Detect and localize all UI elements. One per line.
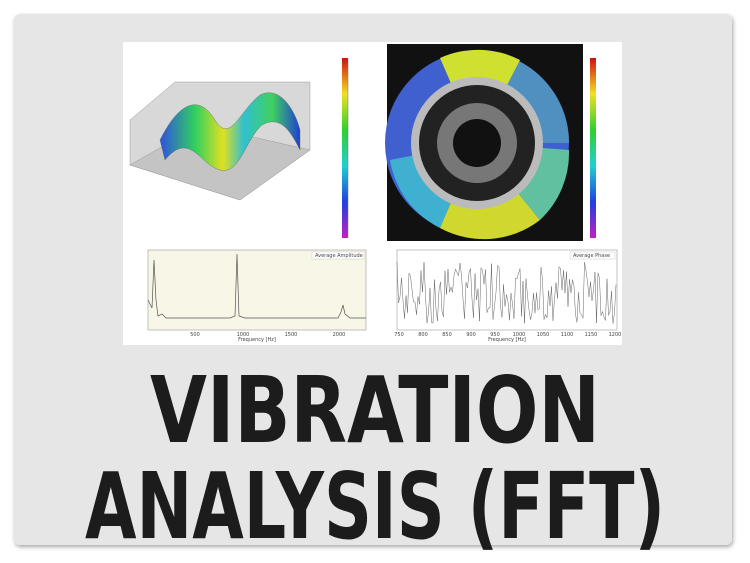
x-tick-label: 850	[442, 332, 452, 338]
x-tick-label: 950	[490, 332, 500, 338]
x-tick-label: 1000	[237, 332, 250, 338]
x-tick-label: 1050	[537, 332, 550, 338]
legend-label: Average Phase	[573, 253, 610, 259]
surface-plot	[129, 58, 349, 238]
x-tick-label: 900	[466, 332, 476, 338]
x-tick-label: 750	[394, 332, 404, 338]
x-tick-label: 1200	[609, 332, 622, 338]
x-axis-label: Frequency [Hz]	[238, 337, 276, 343]
title-line: VIBRATION	[150, 357, 600, 464]
x-tick-label: 800	[418, 332, 428, 338]
legend-label: Average Amplitude	[315, 253, 363, 259]
phase-chart	[396, 249, 618, 331]
disc-image	[385, 44, 596, 241]
x-axis-label: Frequency [Hz]	[488, 337, 526, 343]
x-tick-label: 1500	[285, 332, 298, 338]
title-line: ANALYSIS (FFT)	[85, 453, 665, 560]
x-tick-label: 1150	[585, 332, 598, 338]
x-tick-label: 500	[190, 332, 200, 338]
x-tick-label: 1100	[561, 332, 574, 338]
amplitude-chart	[147, 249, 367, 331]
x-tick-label: 1000	[513, 332, 526, 338]
x-tick-label: 2000	[333, 332, 346, 338]
